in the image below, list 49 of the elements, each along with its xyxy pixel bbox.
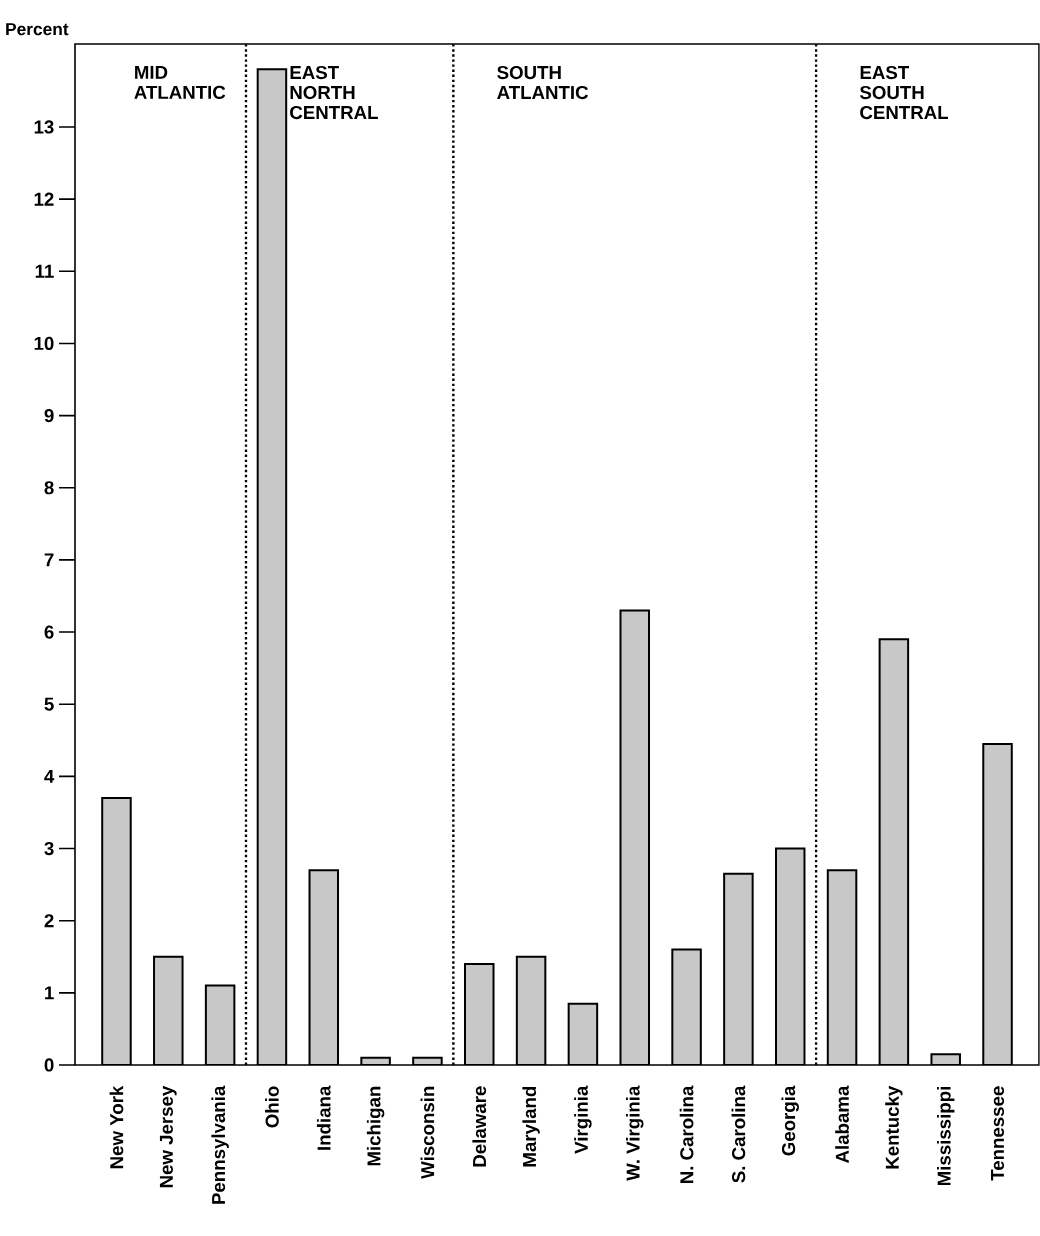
bar [879, 639, 909, 1065]
bar [724, 873, 753, 1065]
x-tick-label: Mississippi [937, 1087, 955, 1186]
bar [102, 798, 131, 1065]
y-tick-label: 10 [34, 336, 54, 351]
x-tick-label: Tennessee [991, 1086, 1005, 1181]
y-tick-label: 11 [35, 264, 54, 278]
bar [982, 742, 1013, 1065]
x-tick-label: Michigan [366, 1086, 385, 1166]
bar [620, 610, 650, 1065]
bar [309, 870, 339, 1065]
x-tick-label: Alabama [835, 1085, 850, 1164]
x-tick-label: New York [109, 1085, 124, 1169]
y-tick-label: 7 [44, 553, 54, 567]
annotation: EAST NORTH CENTRAL [290, 65, 379, 120]
bar [257, 69, 287, 1065]
y-tick-label: 2 [44, 914, 54, 928]
y-tick-label: 5 [44, 697, 54, 711]
x-tick-label: Maryland [522, 1086, 540, 1167]
bar [672, 949, 701, 1065]
annotation: EAST SOUTH CENTRAL [860, 65, 949, 120]
annotation: MID ATLANTIC [134, 65, 226, 99]
x-tick-label: Ohio [265, 1086, 279, 1128]
y-axis-title: Percent [6, 23, 69, 36]
y-tick-label: 13 [34, 120, 54, 134]
bar [776, 848, 805, 1065]
y-tick-label: 9 [44, 408, 54, 423]
y-tick-label: 8 [44, 481, 54, 495]
x-tick-label: Indiana [317, 1085, 331, 1150]
y-tick-label: 12 [34, 192, 54, 206]
x-tick-label: Delaware [472, 1086, 487, 1167]
x-tick-label: S. Carolina [731, 1085, 746, 1183]
annotation: SOUTH ATLANTIC [497, 65, 589, 100]
x-tick-label: Virginia [574, 1085, 592, 1154]
y-tick-label: 1 [45, 986, 54, 1000]
x-tick-label: Pennsylvania [211, 1085, 229, 1204]
y-tick-label: 6 [44, 625, 54, 639]
x-tick-label: N. Carolina [679, 1085, 694, 1183]
x-tick-label: Georgia [781, 1085, 800, 1156]
y-tick-label: 4 [44, 769, 55, 783]
bar [154, 956, 183, 1065]
x-tick-label: Wisconsin [420, 1086, 435, 1179]
x-tick-label: New Jersey [160, 1085, 177, 1188]
x-tick-label: W. Virginia [626, 1085, 644, 1181]
y-tick-label: 0 [44, 1058, 54, 1072]
bar [465, 963, 494, 1065]
x-tick-label: Kentucky [885, 1085, 903, 1169]
y-tick-label: 3 [44, 841, 54, 856]
bar [827, 870, 857, 1065]
